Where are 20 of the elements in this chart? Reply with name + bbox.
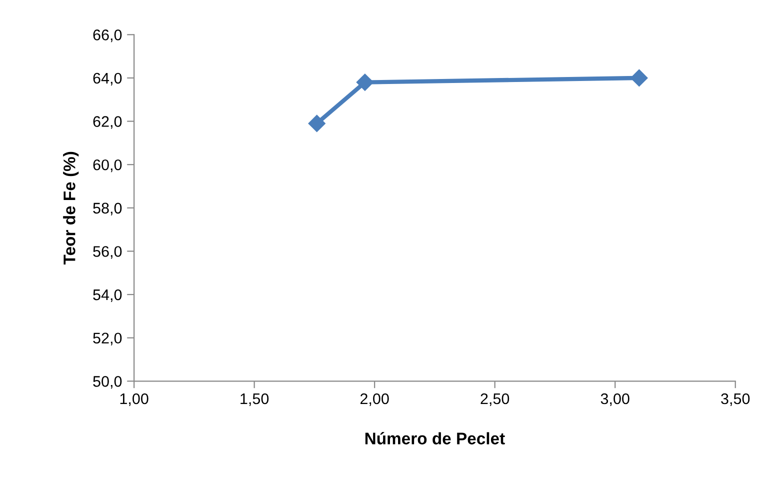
y-tick-label: 64,0 [93,72,122,86]
x-tick-label: 2,00 [360,393,389,406]
point [356,74,374,91]
y-axis-title: Teor de Fe (%) [63,152,79,265]
x-tick-label: 1,00 [120,393,148,406]
x-axis-title: Número de Peclet [365,432,505,444]
y-tick-label: 56,0 [93,246,122,259]
y-tick-label: 58,0 [93,202,122,216]
x-tick-label: 2,50 [480,393,510,406]
point [308,114,326,132]
y-tick-label: 54,0 [93,289,122,302]
y-tick-label: 60,0 [93,159,122,172]
y-tick-label: 62,0 [93,116,122,129]
x-tick-label: 3,00 [600,393,630,406]
x-tick-label: 1,50 [240,393,269,406]
y-tick-label: 50,0 [93,376,122,389]
y-tick-label: 66,0 [93,30,122,42]
x-tick-label: 3,50 [721,393,750,406]
point [630,69,648,87]
y-tick-label: 52,0 [93,332,122,346]
